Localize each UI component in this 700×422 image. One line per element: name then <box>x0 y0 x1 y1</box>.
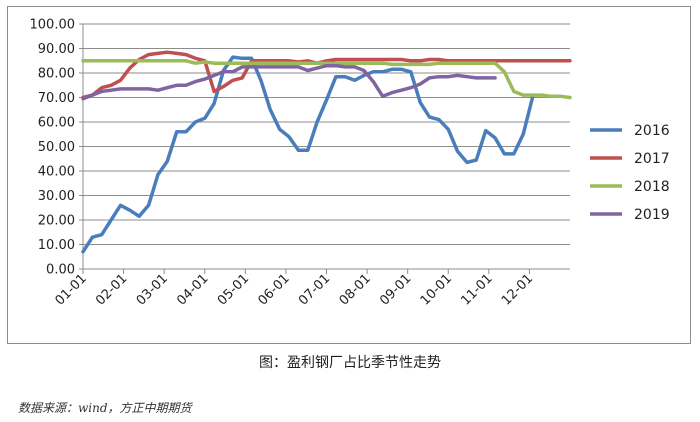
y-tick-label: 0.00 <box>46 263 75 278</box>
legend-label-2017: 2017 <box>634 151 670 167</box>
chart-frame: 0.00 10.00 20.00 30.00 40.00 50.00 60.00 70.00 8… <box>7 6 691 344</box>
y-tick-label: 40.00 <box>38 165 75 180</box>
data-source: 数据来源：wind，方正中期期货 <box>18 401 192 415</box>
x-tick-label: 07-01 <box>296 271 333 308</box>
x-tick-label: 05-01 <box>215 271 252 308</box>
legend-label-2018: 2018 <box>634 179 670 195</box>
series-line-2019 <box>81 63 497 101</box>
series-line-2016 <box>81 55 535 254</box>
x-tick-label: 09-01 <box>377 271 414 308</box>
y-tick-label: 60.00 <box>38 116 75 131</box>
series-line-2018 <box>81 59 572 100</box>
x-tick-label: 12-01 <box>499 271 536 308</box>
x-tick-label: 02-01 <box>93 271 130 308</box>
y-tick-label: 70.00 <box>38 91 75 106</box>
y-tick-label: 100.00 <box>30 18 76 33</box>
legend-label-2019: 2019 <box>634 207 670 223</box>
x-tick-label: 10-01 <box>418 271 455 308</box>
x-tick-label: 03-01 <box>134 271 171 308</box>
legend-label-2016: 2016 <box>634 123 670 139</box>
y-tick-label: 30.00 <box>38 189 75 204</box>
y-tick-label: 10.00 <box>38 238 75 253</box>
x-tick-label: 08-01 <box>337 271 374 308</box>
y-tick-label: 50.00 <box>38 140 75 155</box>
series-line-2017 <box>81 50 572 100</box>
x-tick-label: 11-01 <box>458 271 495 308</box>
y-tick-label: 20.00 <box>38 214 75 229</box>
line-chart: 0.00 10.00 20.00 30.00 40.00 50.00 60.00 70.00 8… <box>30 18 670 309</box>
y-tick-label: 90.00 <box>38 42 75 57</box>
x-tick-label: 06-01 <box>255 271 292 308</box>
y-tick-label: 80.00 <box>38 67 75 82</box>
x-tick-label: 04-01 <box>174 271 211 308</box>
figure-caption: 图：盈利钢厂占比季节性走势 <box>259 355 441 371</box>
